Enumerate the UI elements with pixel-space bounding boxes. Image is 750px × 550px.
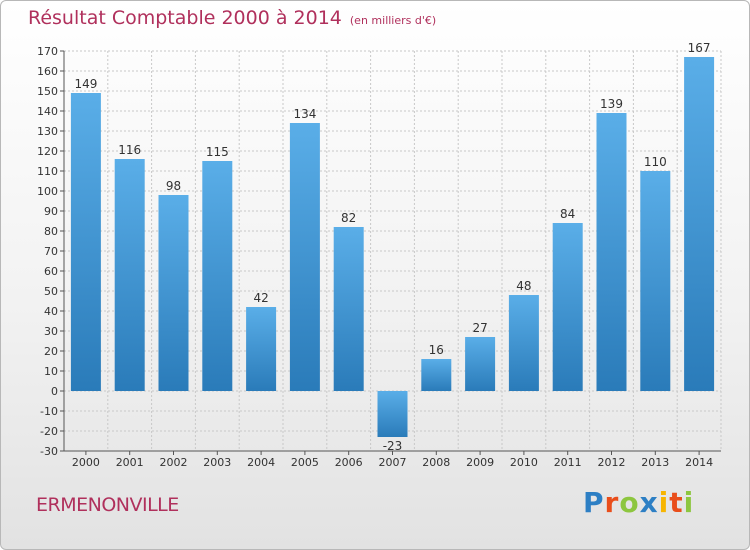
bar-2002 [158,195,189,391]
x-tick-label: 2005 [291,456,319,469]
y-tick-label: 120 [37,145,58,158]
data-label-2001: 116 [118,143,141,157]
y-tick-label: 40 [44,305,58,318]
x-tick-label: 2008 [422,456,450,469]
data-label-2004: 42 [253,291,268,305]
x-tick-label: 2006 [335,456,363,469]
x-tick-label: 2013 [641,456,669,469]
x-tick-label: 2014 [685,456,713,469]
y-tick-label: -10 [40,405,58,418]
y-tick-label: 140 [37,105,58,118]
data-label-2007: -23 [383,439,403,453]
x-tick-label: 2007 [379,456,407,469]
data-label-2002: 98 [166,179,181,193]
bar-2012 [596,113,627,391]
y-tick-label: 170 [37,45,58,58]
data-label-2010: 48 [516,279,531,293]
title-subtitle: (en milliers d'€) [349,14,437,27]
bar-2007 [377,391,408,437]
bar-2008 [421,359,452,391]
x-tick-label: 2011 [554,456,582,469]
y-tick-label: 160 [37,65,58,78]
bar-2001 [114,159,145,391]
y-tick-label: 50 [44,285,58,298]
data-label-2011: 84 [560,207,575,221]
data-label-2000: 149 [74,77,97,91]
bar-2003 [202,161,233,391]
y-tick-label: 130 [37,125,58,138]
y-tick-label: 10 [44,365,58,378]
axes [60,50,721,455]
data-label-2006: 82 [341,211,356,225]
y-tick-label: 150 [37,85,58,98]
labels: -30 -20 -10 0 10 20 30 40 50 60 70 80 90 100 110 120 130… [37,41,713,469]
data-label-2014: 167 [688,41,711,55]
x-tick-label: 2001 [116,456,144,469]
proxiti-logo: Proxiti [583,486,695,519]
bar-2014 [684,57,715,391]
commune-name: ERMENONVILLE [36,494,179,516]
bar-2009 [465,337,496,391]
title-text: Résultat Comptable 2000 à 2014 [28,7,342,29]
x-tick-label: 2000 [72,456,100,469]
y-tick-label: 110 [37,165,58,178]
data-label-2003: 115 [206,145,229,159]
x-tick-label: 2002 [160,456,188,469]
data-label-2012: 139 [600,97,623,111]
y-tick-label: -30 [40,445,58,458]
x-tick-label: 2009 [466,456,494,469]
y-tick-label: 60 [44,265,58,278]
x-tick-label: 2010 [510,456,538,469]
bar-2010 [508,295,539,391]
bar-2013 [640,171,671,391]
x-tick-label: 2004 [247,456,275,469]
y-tick-label: 20 [44,345,58,358]
y-tick-label: -20 [40,425,58,438]
y-tick-label: 100 [37,185,58,198]
y-tick-label: 30 [44,325,58,338]
y-tick-label: 70 [44,245,58,258]
chart-title: Résultat Comptable 2000 à 2014 (en millie… [28,7,436,29]
bar-2004 [246,307,277,391]
data-label-2013: 110 [644,155,667,169]
bar-2011 [552,223,583,391]
bars [70,57,715,437]
data-label-2008: 16 [429,343,444,357]
y-tick-label: 90 [44,205,58,218]
data-label-2005: 134 [293,107,316,121]
x-tick-label: 2012 [598,456,626,469]
y-tick-label: 0 [51,385,58,398]
bar-2005 [289,123,320,391]
x-tick-label: 2003 [203,456,231,469]
bar-2006 [333,227,364,391]
bar-2000 [70,93,101,391]
y-tick-label: 80 [44,225,58,238]
data-label-2009: 27 [472,321,487,335]
